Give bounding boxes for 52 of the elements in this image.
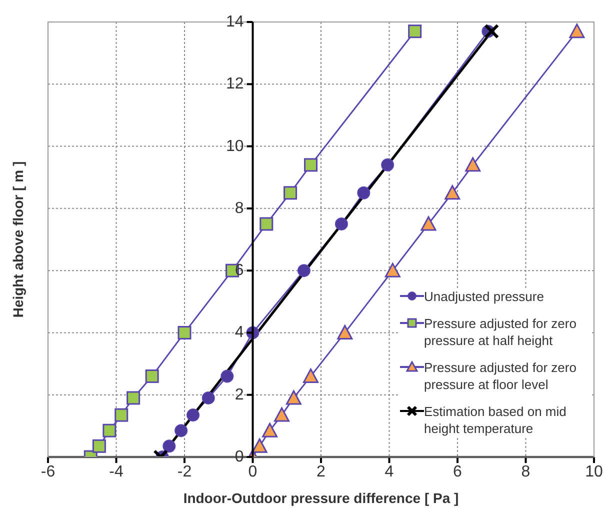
- x-tick-label: -6: [40, 463, 56, 480]
- point: [408, 24, 422, 38]
- x-tick-label: 2: [316, 463, 326, 480]
- point: [569, 24, 585, 38]
- x-tick-label: 6: [453, 463, 462, 480]
- point: [286, 390, 302, 405]
- point: [357, 186, 370, 200]
- point: [381, 158, 394, 172]
- point: [186, 408, 200, 422]
- point: [384, 262, 400, 278]
- legend-label: Pressure adjusted for zero pressure at floor level: [424, 359, 578, 393]
- point: [274, 407, 290, 422]
- x-tick-label: 8: [521, 463, 530, 480]
- point: [262, 422, 278, 438]
- y-tick-label: 12: [226, 76, 244, 93]
- point: [92, 439, 106, 453]
- x-tick-label: 4: [384, 463, 394, 480]
- legend-label: Pressure adjusted for zero pressure at half height: [424, 315, 578, 349]
- point: [114, 408, 128, 422]
- point: [126, 391, 140, 405]
- x-axis-title: Indoor-Outdoor pressure difference [ Pa ]: [183, 490, 459, 506]
- y-tick-label: 2: [234, 386, 244, 404]
- legend-label: Estimation based on mid height temperature: [424, 403, 568, 437]
- point: [220, 370, 234, 383]
- point: [252, 438, 268, 453]
- point: [484, 24, 500, 39]
- point: [297, 264, 310, 278]
- point: [202, 391, 215, 404]
- point: [284, 186, 298, 200]
- point: [102, 424, 116, 438]
- point: [145, 369, 159, 383]
- x-tick-label: -4: [109, 463, 124, 480]
- point: [162, 440, 176, 453]
- point: [444, 185, 460, 200]
- y-tick-label: 14: [226, 14, 244, 30]
- point: [304, 158, 318, 172]
- y-axis-title: Height above floor [ m ]: [10, 161, 26, 318]
- point: [420, 216, 436, 231]
- y-tick-label: 4: [234, 324, 244, 342]
- x-tick-label: -2: [177, 463, 192, 480]
- y-tick-label: 8: [234, 200, 244, 217]
- point: [174, 424, 188, 438]
- point: [303, 368, 319, 383]
- x-tick-label: 10: [585, 463, 603, 480]
- point: [334, 217, 348, 230]
- point: [260, 217, 274, 231]
- legend-label: Unadjusted pressure: [424, 288, 544, 305]
- point: [337, 324, 353, 340]
- point: [178, 326, 192, 340]
- y-tick-label: 10: [226, 138, 244, 155]
- x-tick-label: 0: [248, 463, 258, 480]
- point: [465, 157, 481, 172]
